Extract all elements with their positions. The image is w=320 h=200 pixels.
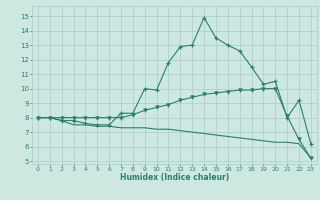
X-axis label: Humidex (Indice chaleur): Humidex (Indice chaleur) [120, 173, 229, 182]
